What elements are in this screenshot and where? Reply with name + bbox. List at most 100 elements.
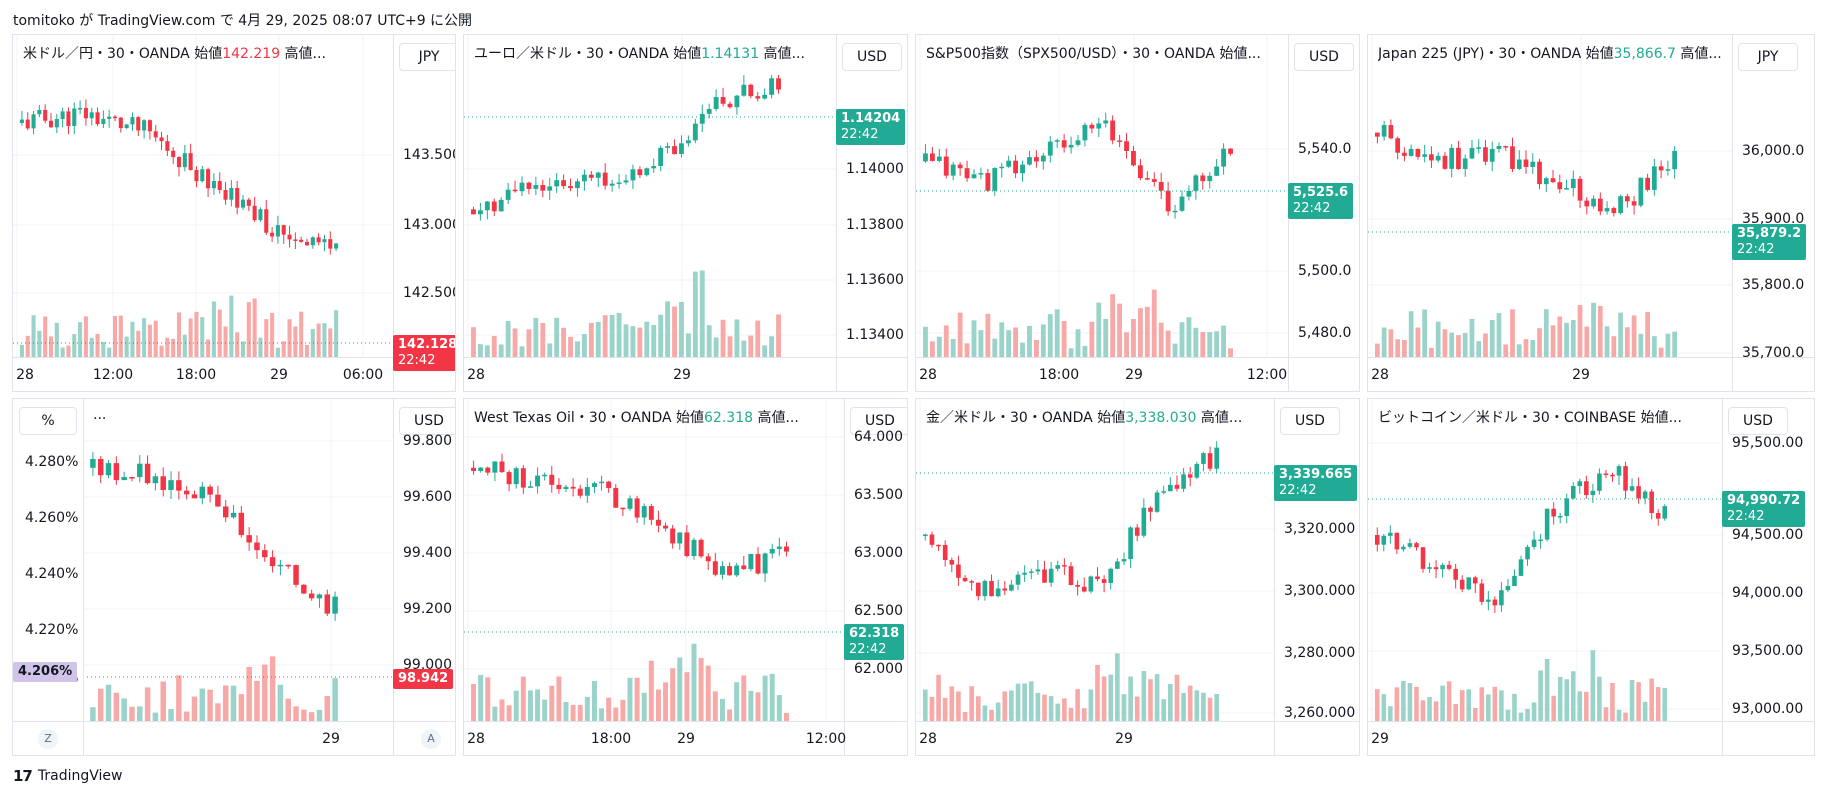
symbol-label[interactable]: 米ドル／円・30・OANDA 始値 (23, 46, 223, 62)
symbol-label[interactable]: ビットコイン／米ドル・30・COINBASE 始値... (1378, 410, 1682, 426)
candle-body (171, 150, 176, 158)
price-tick-label: 35,900.0 (1742, 211, 1805, 227)
candles-plot[interactable] (916, 35, 1359, 391)
volume-bar (1577, 305, 1583, 357)
tradingview-footer[interactable]: 17 TradingView (13, 767, 122, 785)
chart-title[interactable]: 米ドル／円・30・OANDA 始値142.219 高値... (23, 43, 326, 63)
volume-bar (706, 325, 712, 357)
candle-body (129, 477, 135, 479)
volume-bar (324, 695, 331, 721)
candle-body (43, 109, 48, 121)
symbol-label[interactable]: S&P500指数（SPX500/USD）・30・OANDA 始値... (926, 46, 1261, 62)
volume-bar (301, 709, 307, 721)
volume-bar (957, 312, 963, 357)
volume-bar (1577, 691, 1583, 721)
currency-button[interactable]: JPY (1738, 43, 1798, 71)
candles-plot[interactable] (13, 399, 455, 755)
symbol-label[interactable]: Japan 225 (JPY)・30・OANDA 始値 (1378, 46, 1614, 62)
volume-bar (223, 326, 228, 357)
volume-bar (1584, 691, 1589, 721)
chart-panel-usdjpy[interactable]: 米ドル／円・30・OANDA 始値142.219 高値... JPY 143.500… (12, 34, 456, 392)
volume-bar (677, 657, 683, 721)
symbol-label[interactable]: ... (93, 407, 107, 423)
chart-panel-spx500[interactable]: S&P500指数（SPX500/USD）・30・OANDA 始値... USD 5,… (915, 34, 1360, 392)
chart-title[interactable]: ユーロ／米ドル・30・OANDA 始値1.14131 高値... (474, 43, 805, 63)
scale-mode-a-button[interactable]: A (421, 729, 441, 749)
candle-body (1645, 177, 1650, 190)
candles-plot[interactable] (464, 399, 907, 755)
symbol-label[interactable]: 金／米ドル・30・OANDA 始値 (926, 410, 1126, 426)
chart-title[interactable]: 金／米ドル・30・OANDA 始値3,338.030 高値... (926, 407, 1242, 427)
candles-plot[interactable] (464, 35, 907, 391)
candles-plot[interactable] (1368, 35, 1814, 391)
chart-title[interactable]: S&P500指数（SPX500/USD）・30・OANDA 始値... (926, 43, 1261, 63)
price-tick-label: 62.500 (854, 603, 903, 619)
currency-button[interactable]: USD (842, 43, 902, 71)
chart-title[interactable]: West Texas Oil・30・OANDA 始値62.318 高値... (474, 407, 799, 427)
bar-countdown: 22:42 (1727, 509, 1765, 524)
price-tick-label: 95,500.00 (1732, 435, 1804, 451)
volume-bar (1394, 687, 1400, 721)
volume-bar (235, 332, 240, 357)
chart-panel-japan225[interactable]: Japan 225 (JPY)・30・OANDA 始値35,866.7 高値..… (1367, 34, 1815, 392)
volume-bar (1200, 332, 1206, 357)
symbol-label[interactable]: ユーロ／米ドル・30・OANDA 始値 (474, 46, 702, 62)
candle-body (1516, 159, 1522, 169)
left-scale-button[interactable]: % (19, 407, 77, 435)
candle-body (238, 512, 245, 536)
currency-button[interactable]: USD (1280, 407, 1340, 435)
candle-body (1148, 507, 1153, 512)
volume-bar (595, 321, 601, 357)
volume-bar (748, 335, 754, 357)
volume-bar (1492, 686, 1498, 721)
candle-body (705, 556, 711, 562)
bar-countdown: 22:42 (841, 127, 879, 142)
volume-bar (685, 333, 691, 357)
volume-bar (1665, 333, 1671, 357)
candle-body (1462, 158, 1468, 170)
candle-body (1655, 513, 1661, 519)
currency-button[interactable]: USD (1728, 407, 1788, 435)
price-axis-separator (393, 35, 394, 391)
volume-bar (124, 336, 129, 357)
volume-bar (1449, 332, 1455, 357)
candle-body (1108, 568, 1114, 583)
volume-bar (101, 341, 106, 357)
candle-body (308, 593, 315, 599)
chart-panel-eurusd[interactable]: ユーロ／米ドル・30・OANDA 始値1.14131 高値... USD 1.140… (463, 34, 908, 392)
candles-plot[interactable] (13, 35, 455, 391)
candle-body (293, 239, 298, 241)
chart-title[interactable]: ... (93, 407, 106, 423)
candles-plot[interactable] (1368, 399, 1814, 755)
candle-body (1446, 564, 1452, 569)
candle-body (950, 164, 956, 176)
candles-plot[interactable] (916, 399, 1359, 755)
currency-button[interactable]: USD (399, 407, 455, 435)
candle-body (1179, 196, 1185, 211)
price-tick-label: 63.000 (854, 545, 903, 561)
candle-body (1618, 196, 1623, 214)
scale-mode-z-button[interactable]: Z (38, 729, 58, 749)
candle-body (677, 532, 683, 544)
chart-title[interactable]: ビットコイン／米ドル・30・COINBASE 始値... (1378, 407, 1682, 427)
currency-button[interactable]: USD (1294, 43, 1354, 71)
volume-bar (1466, 689, 1472, 721)
candle-body (922, 534, 928, 537)
volume-bar (1537, 328, 1542, 357)
candle-body (1395, 138, 1401, 153)
chart-panel-bond-dxy[interactable]: ... USD 99.800 99.600 99.400 99.200 99.000 29 98… (12, 398, 456, 756)
chart-panel-wti[interactable]: West Texas Oil・30・OANDA 始値62.318 高値... US… (463, 398, 908, 756)
volume-bar (1499, 690, 1504, 721)
chart-panel-btcusd[interactable]: ビットコイン／米ドル・30・COINBASE 始値... USD 95,500.00… (1367, 398, 1815, 756)
volume-bar (1081, 708, 1087, 721)
currency-button[interactable]: JPY (399, 43, 455, 71)
candle-body (246, 199, 251, 206)
volume-bar (623, 324, 629, 357)
volume-bar (1415, 327, 1421, 357)
symbol-label[interactable]: West Texas Oil・30・OANDA 始値 (474, 410, 705, 426)
chart-title[interactable]: Japan 225 (JPY)・30・OANDA 始値35,866.7 高値..… (1378, 43, 1722, 63)
chart-panel-xauusd[interactable]: 金／米ドル・30・OANDA 始値3,338.030 高値... USD 3,320… (915, 398, 1360, 756)
volume-bar (310, 328, 315, 357)
currency-button[interactable]: USD (850, 407, 907, 435)
volume-bar (1530, 339, 1536, 357)
